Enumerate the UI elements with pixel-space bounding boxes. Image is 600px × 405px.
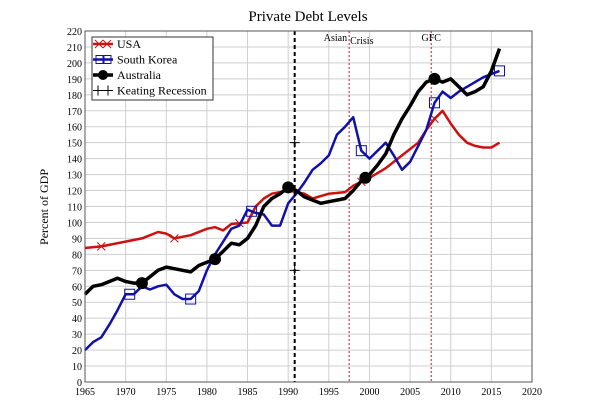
legend-label-south-korea: South Korea: [117, 53, 178, 67]
legend-marker-australia: [98, 70, 108, 80]
series-marker-south-korea: [185, 293, 197, 305]
annotation-asian: Asian: [324, 33, 347, 44]
y-tick-label: 80: [72, 250, 82, 261]
chart-title: Private Debt Levels: [248, 9, 367, 25]
y-tick-label: 170: [67, 107, 82, 118]
x-tick-label: 1985: [238, 387, 258, 398]
x-tick-label: 1975: [156, 387, 176, 398]
annotation-gfc: GFC: [421, 33, 441, 44]
y-tick-label: 110: [67, 203, 82, 214]
x-tick-label: 2005: [400, 387, 420, 398]
series-marker-keating-recession: [289, 265, 300, 276]
legend-marker-south-korea: [103, 55, 112, 64]
y-tick-label: 120: [67, 187, 82, 198]
y-tick-label: 210: [67, 43, 82, 54]
series-marker-south-korea: [246, 205, 258, 217]
y-tick-label: 200: [67, 59, 82, 70]
annotation-crisis: Crisis: [350, 36, 373, 47]
series-marker-australia: [135, 277, 148, 290]
y-tick-label: 220: [67, 27, 82, 38]
series-marker-australia: [282, 181, 295, 194]
legend-marker-south-korea: [95, 55, 104, 64]
y-tick-label: 190: [67, 75, 82, 86]
y-tick-label: 160: [67, 123, 82, 134]
series-marker-australia: [209, 253, 222, 266]
series-marker-keating-recession: [289, 137, 300, 148]
series-marker-usa: [170, 234, 179, 243]
y-tick-label: 0: [77, 378, 82, 389]
y-tick-label: 140: [67, 155, 82, 166]
x-tick-label: 2000: [359, 387, 379, 398]
series-marker-australia: [428, 72, 441, 85]
y-tick-label: 100: [67, 218, 82, 229]
x-tick-label: 2015: [481, 387, 501, 398]
series-marker-usa: [430, 114, 439, 124]
y-tick-label: 130: [67, 171, 82, 182]
y-tick-label: 40: [72, 314, 82, 325]
y-tick-label: 30: [72, 330, 82, 341]
legend-label-australia: Australia: [117, 68, 162, 82]
x-tick-label: 1995: [319, 387, 339, 398]
legend-marker-keating-recession: [93, 85, 103, 96]
plot-frame: [84, 30, 533, 383]
legend-box: [91, 36, 214, 101]
series-marker-south-korea: [428, 97, 440, 109]
y-tick-label: 60: [72, 282, 82, 293]
legend-label-usa: USA: [117, 37, 141, 51]
y-tick-label: 150: [67, 139, 82, 150]
legend-marker-usa: [94, 39, 104, 49]
x-tick-label: 2010: [441, 387, 461, 398]
y-tick-label: 70: [72, 266, 82, 277]
series-marker-australia: [359, 171, 372, 184]
legend-label-keating-recession: Keating Recession: [117, 84, 207, 98]
x-tick-label: 1980: [197, 387, 217, 398]
series-line-south-korea: [84, 69, 500, 351]
y-tick-label: 10: [72, 362, 82, 373]
series-marker-usa: [96, 242, 106, 251]
y-tick-label: 20: [72, 346, 82, 357]
y-axis-label: Percent of GDP: [37, 169, 51, 245]
y-tick-label: 90: [72, 234, 82, 245]
legend-marker-usa: [102, 39, 112, 49]
x-tick-label: 1965: [75, 387, 95, 398]
y-tick-label: 180: [67, 91, 82, 102]
series-line-usa: [84, 109, 501, 250]
x-tick-label: 1970: [116, 387, 136, 398]
x-tick-label: 1990: [278, 387, 298, 398]
series-marker-south-korea: [355, 145, 367, 157]
series-marker-south-korea: [124, 288, 136, 300]
x-tick-label: 2020: [522, 387, 542, 398]
legend-marker-keating-recession: [103, 85, 113, 96]
y-tick-label: 50: [72, 298, 82, 309]
series-marker-south-korea: [493, 65, 505, 77]
